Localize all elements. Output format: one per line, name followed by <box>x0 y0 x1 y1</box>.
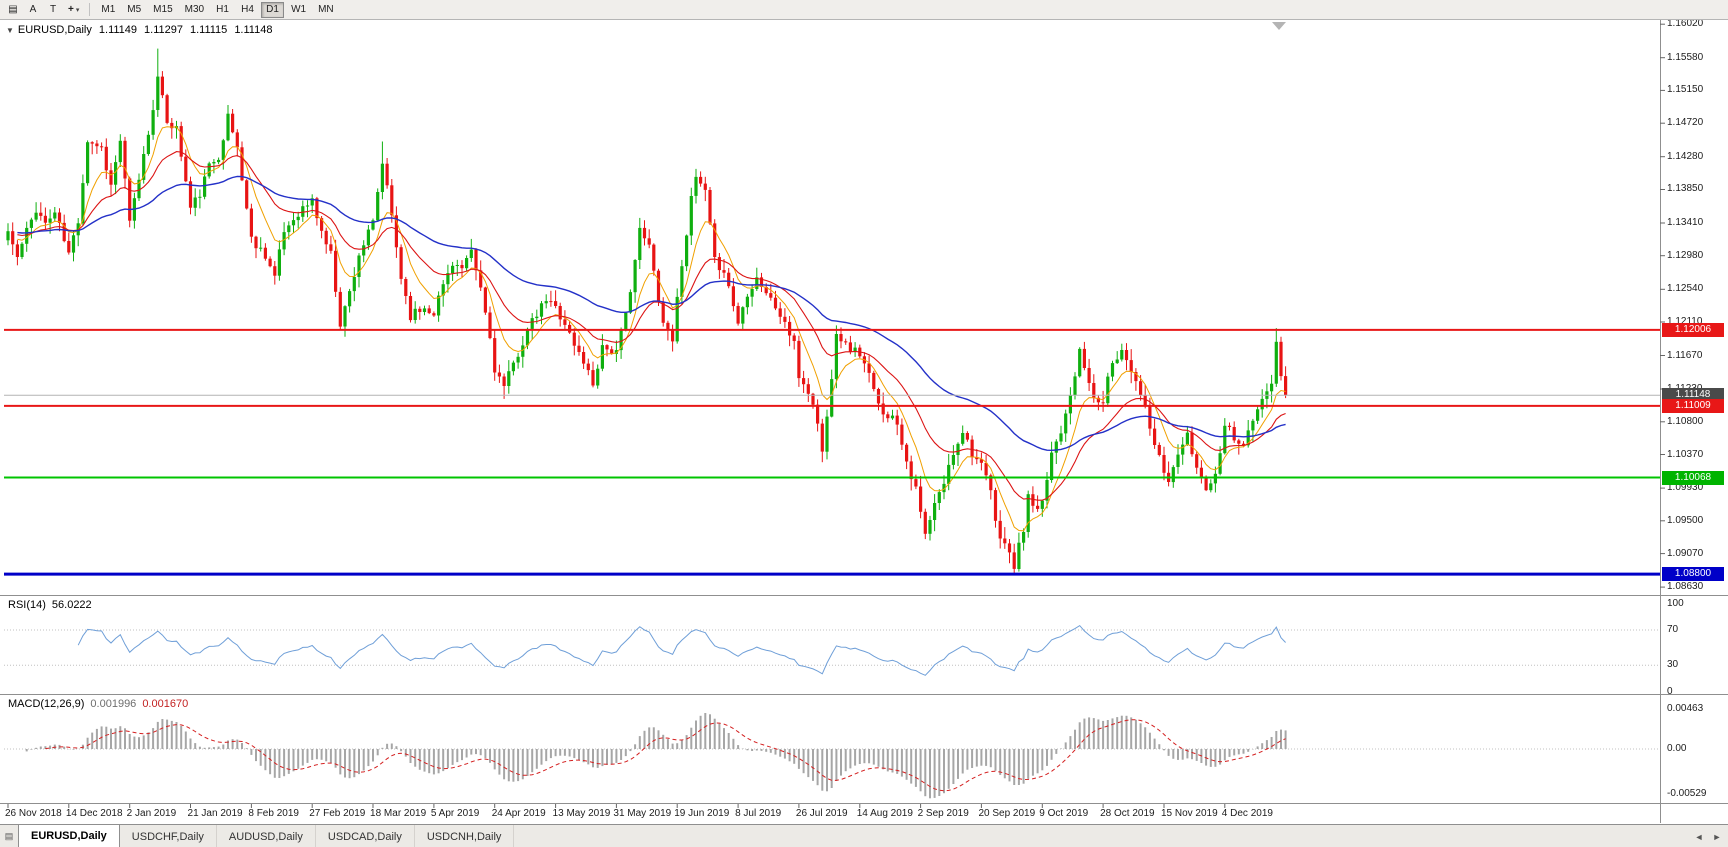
chart-tab-audusd[interactable]: AUDUSD,Daily <box>217 825 316 847</box>
moving-average-21 <box>17 151 1286 501</box>
font-a-icon: A <box>29 4 37 15</box>
macd-label: MACD(12,26,9) <box>8 698 85 710</box>
rsi-label: RSI(14) <box>8 599 46 611</box>
font-tool-button[interactable]: A <box>23 2 43 18</box>
collapse-marker-icon: ▼ <box>6 26 14 35</box>
toolbar-separator <box>89 3 91 16</box>
chart-tab-usdchf[interactable]: USDCHF,Daily <box>120 825 217 847</box>
charts-grid-icon: ▤ <box>8 4 18 15</box>
chart-tabs: EURUSD,Daily USDCHF,Daily AUDUSD,Daily USDC… <box>18 825 515 847</box>
tabs-scroll-controls: ◄ ► <box>1690 825 1726 847</box>
cursor-tool-button[interactable]: + ▾ <box>63 2 84 18</box>
macd-signal-value: 0.001670 <box>142 698 189 710</box>
timeframe-m30-button[interactable]: M30 <box>180 2 209 18</box>
chart-tabs-bar: ▤ EURUSD,Daily USDCHF,Daily AUDUSD,Daily US… <box>0 824 1728 847</box>
candles <box>6 48 1288 575</box>
chart-tab-eurusd[interactable]: EURUSD,Daily <box>18 825 120 847</box>
text-tool-button[interactable]: T <box>43 2 63 18</box>
chart-tab-usdcnh[interactable]: USDCNH,Daily <box>415 825 515 847</box>
timeframe-m15-button[interactable]: M15 <box>148 2 177 18</box>
rsi-title: RSI(14) 56.0222 <box>8 599 98 611</box>
open-value: 1.11149 <box>98 24 138 36</box>
tab-list-icon: ▤ <box>4 831 14 841</box>
arrow-left-icon: ◄ <box>1694 831 1704 842</box>
top-toolbar: ▤ A T + ▾ M1 M5 M15 M30 H1 H4 D1 W1 MN <box>0 0 1728 20</box>
macd-signal-line <box>45 719 1286 792</box>
close-value: 1.11148 <box>234 24 273 36</box>
low-value: 1.11115 <box>189 24 228 36</box>
high-value: 1.11297 <box>144 24 183 36</box>
chart-shift-marker-icon[interactable] <box>1272 22 1286 30</box>
symbol-label: EURUSD,Daily <box>17 24 92 36</box>
timeframe-h1-button[interactable]: H1 <box>211 2 234 18</box>
timeframe-h4-button[interactable]: H4 <box>236 2 259 18</box>
tabs-scroll-left-button[interactable]: ◄ <box>1690 832 1708 842</box>
arrow-right-icon: ► <box>1712 831 1722 842</box>
tab-list-button[interactable]: ▤ <box>0 825 18 847</box>
chevron-down-icon: ▾ <box>75 6 80 14</box>
macd-title: MACD(12,26,9) 0.001996 0.001670 <box>8 698 194 710</box>
tabs-scroll-right-button[interactable]: ► <box>1708 832 1726 842</box>
timeframe-w1-button[interactable]: W1 <box>286 2 311 18</box>
chart-tab-usdcad[interactable]: USDCAD,Daily <box>316 825 415 847</box>
charts-grid-button[interactable]: ▤ <box>3 2 23 18</box>
moving-average-55 <box>17 175 1286 452</box>
macd-main-value: 0.001996 <box>90 698 137 710</box>
crosshair-icon: + <box>68 4 74 15</box>
macd-histogram <box>25 713 1287 799</box>
timeframe-group: M1 M5 M15 M30 H1 H4 D1 W1 MN <box>95 1 339 18</box>
rsi-line <box>77 624 1286 676</box>
moving-average-8 <box>17 126 1286 532</box>
timeframe-m5-button[interactable]: M5 <box>122 2 146 18</box>
timeframe-m1-button[interactable]: M1 <box>96 2 120 18</box>
rsi-value: 56.0222 <box>51 599 92 611</box>
text-t-icon: T <box>49 4 57 15</box>
timeframe-d1-button[interactable]: D1 <box>261 1 285 18</box>
timeframe-mn-button[interactable]: MN <box>313 2 339 18</box>
chart-title: ▼ EURUSD,Daily 1.11149 1.11297 1.11115 1.1114… <box>6 24 279 36</box>
